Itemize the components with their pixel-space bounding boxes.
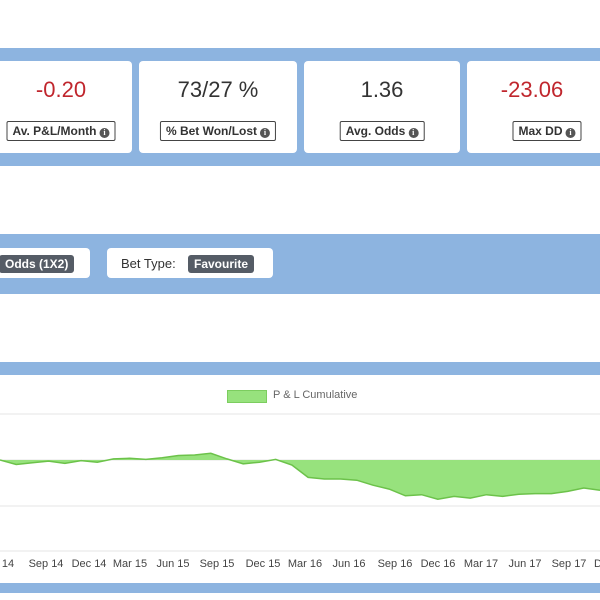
chart-top-band <box>0 362 600 375</box>
stat-value: -0.20 <box>35 77 87 102</box>
filter-odds[interactable]: Odds (1X2) <box>0 248 90 278</box>
x-tick-label: Dec 15 <box>245 558 281 570</box>
stat-card-avg-odds: 1.36 Avg. Odds i <box>304 61 460 153</box>
stat-card-avg-pl-month: -0.20 Av. P&L/Month i <box>0 61 132 153</box>
stat-label-text: Av. P&L/Month <box>12 124 97 138</box>
bet-type-badge[interactable]: Favourite <box>188 255 255 273</box>
bet-type-label: Bet Type: <box>121 256 176 271</box>
stat-label-text: Max DD <box>518 124 563 138</box>
info-icon[interactable]: i <box>260 128 271 138</box>
stat-card-max-dd: -23.06 Max DD i <box>467 61 600 153</box>
x-tick-label: Jun 16 <box>332 558 366 570</box>
x-tick-label: Mar 16 <box>287 558 323 570</box>
stat-value: -23.06 <box>500 77 564 102</box>
x-tick-label: 14 <box>1 558 15 570</box>
stat-label[interactable]: % Bet Won/Lost i <box>159 121 277 141</box>
filter-bet-type[interactable]: Bet Type: Favourite <box>107 248 273 278</box>
x-tick-label: Mar 17 <box>463 558 499 570</box>
x-tick-label: Jun 15 <box>156 558 190 570</box>
x-tick-label: Sep 17 <box>551 558 587 570</box>
x-tick-label: Dec 14 <box>71 558 107 570</box>
stat-label[interactable]: Av. P&L/Month i <box>6 121 116 141</box>
info-icon[interactable]: i <box>99 128 110 138</box>
stat-card-bet-won-lost: 73/27 % % Bet Won/Lost i <box>139 61 297 153</box>
pl-line <box>0 452 600 500</box>
pl-area <box>0 453 600 500</box>
x-tick-label: Sep 14 <box>28 558 64 570</box>
x-tick-label: Dec 16 <box>420 558 456 570</box>
legend-label[interactable]: P & L Cumulative <box>273 389 358 401</box>
x-tick-label: D <box>594 558 600 570</box>
stat-value: 1.36 <box>360 77 404 102</box>
stat-value: 73/27 % <box>177 77 259 102</box>
x-tick-label: Sep 16 <box>377 558 413 570</box>
info-icon[interactable]: i <box>408 128 419 138</box>
info-icon[interactable]: i <box>565 128 576 138</box>
x-tick-label: Jun 17 <box>508 558 542 570</box>
legend-swatch[interactable] <box>227 390 267 403</box>
x-tick-label: Mar 15 <box>112 558 148 570</box>
stat-label-text: Avg. Odds <box>345 124 406 138</box>
filter-band <box>0 234 600 294</box>
chart-bottom-band <box>0 583 600 593</box>
stat-label[interactable]: Max DD i <box>512 121 582 141</box>
stat-label[interactable]: Avg. Odds i <box>339 121 425 141</box>
odds-badge[interactable]: Odds (1X2) <box>0 255 75 273</box>
x-tick-label: Sep 15 <box>199 558 235 570</box>
stat-label-text: % Bet Won/Lost <box>165 124 258 138</box>
